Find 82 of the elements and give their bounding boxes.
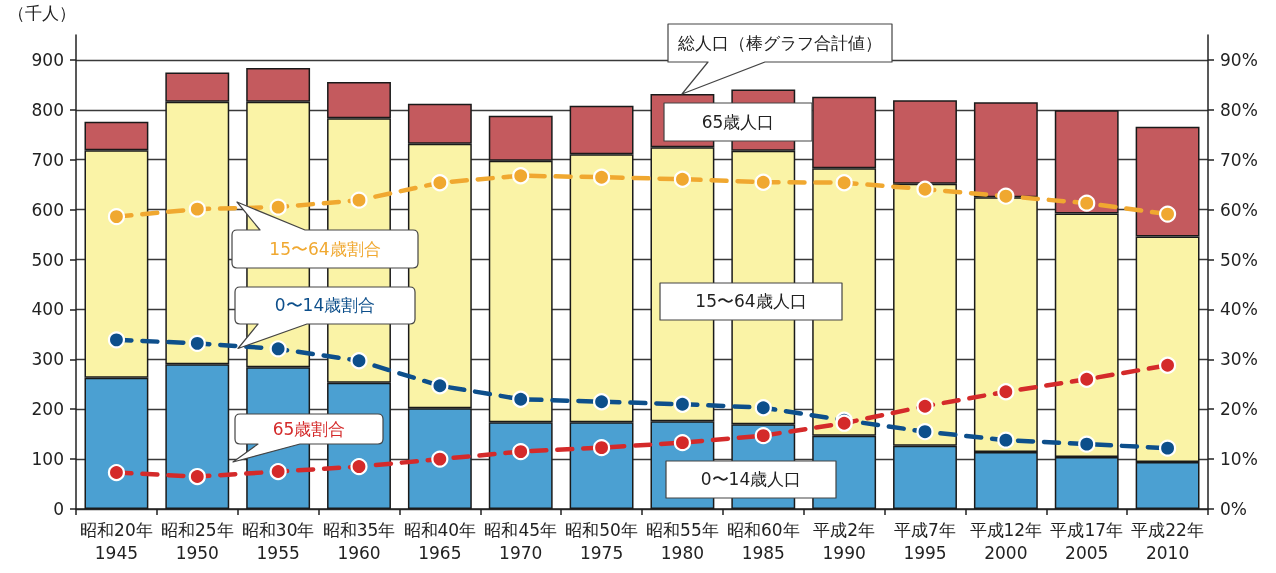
x-tick-label: 昭和30年 1955 xyxy=(241,519,315,563)
point xyxy=(1078,194,1096,212)
x-tick-label: 昭和50年 1975 xyxy=(565,519,638,563)
annotation: 総人口（棒グラフ合計値） xyxy=(678,32,883,53)
point xyxy=(592,439,611,457)
x-tick-label: 昭和60年 1985 xyxy=(726,519,800,563)
point xyxy=(431,377,449,395)
point xyxy=(431,174,449,192)
y-tick-label: 400 xyxy=(31,299,64,320)
point xyxy=(592,393,611,411)
point xyxy=(754,427,772,445)
x-tick-label: 平成17年 2005 xyxy=(1050,519,1124,563)
series-label: 65歳人口 xyxy=(701,112,775,132)
y-tick-label: 300 xyxy=(31,349,64,370)
y2-tick-label: 10% xyxy=(1220,449,1258,470)
point xyxy=(997,187,1015,205)
y-tick-label: 0 xyxy=(53,499,64,519)
x-tick-label: 昭和20年 1945 xyxy=(80,519,153,563)
series-label: 15〜64歳人口 xyxy=(695,291,807,311)
x-tick-label: 平成22年 2010 xyxy=(1131,519,1204,563)
point xyxy=(269,198,287,216)
y2-tick-label: 20% xyxy=(1220,399,1258,420)
y2-tick-label: 70% xyxy=(1220,149,1258,170)
point xyxy=(269,340,287,358)
point xyxy=(673,395,692,413)
point xyxy=(107,463,126,482)
point xyxy=(188,334,206,352)
y-tick-label: 700 xyxy=(31,149,64,170)
point xyxy=(754,399,772,417)
x-tick-label: 昭和40年 1965 xyxy=(403,519,477,563)
y2-tick-label: 80% xyxy=(1220,99,1258,120)
y2-tick-label: 30% xyxy=(1220,349,1258,370)
point xyxy=(1158,205,1177,223)
point xyxy=(997,383,1015,401)
y2-tick-label: 0% xyxy=(1220,499,1247,519)
point xyxy=(835,174,853,192)
y2-tick-label: 60% xyxy=(1220,199,1258,220)
y2-tick-label: 90% xyxy=(1220,49,1258,70)
x-tick-label: 平成12年 2000 xyxy=(969,519,1043,563)
x-tick-label: 昭和25年 1950 xyxy=(160,519,234,563)
y2-tick-label: 40% xyxy=(1220,299,1258,320)
y-tick-label: 800 xyxy=(31,99,64,120)
point xyxy=(107,331,126,349)
point xyxy=(1158,439,1177,457)
y-tick-label: 600 xyxy=(31,199,64,220)
y-tick-label: 100 xyxy=(31,449,64,470)
series-label: 15〜64歳割合 xyxy=(269,239,381,259)
y-axis-title: （千人） xyxy=(8,2,76,23)
y2-tick-label: 50% xyxy=(1220,249,1258,270)
y-tick-label: 500 xyxy=(31,249,64,270)
x-tick-label: 昭和35年 1960 xyxy=(322,519,396,563)
point xyxy=(916,397,934,415)
x-tick-label: 平成2年 1990 xyxy=(813,519,876,563)
series-label: 0〜14歳人口 xyxy=(700,469,802,489)
point xyxy=(754,173,772,191)
point xyxy=(673,434,692,452)
point xyxy=(269,462,287,481)
point xyxy=(1078,370,1096,388)
point xyxy=(673,170,692,188)
point xyxy=(431,450,449,468)
point xyxy=(1158,356,1177,374)
point xyxy=(512,167,530,185)
point xyxy=(916,423,934,441)
point xyxy=(350,191,368,209)
series-label: 0〜14歳割合 xyxy=(274,295,376,315)
point xyxy=(107,208,126,226)
point xyxy=(188,200,206,218)
series-label: 65歳割合 xyxy=(272,419,346,439)
point xyxy=(592,168,611,186)
point xyxy=(350,352,368,370)
y-tick-label: 200 xyxy=(31,399,64,420)
point xyxy=(997,431,1015,449)
point xyxy=(512,443,530,461)
point xyxy=(916,180,934,198)
point xyxy=(350,457,368,476)
y-tick-label: 900 xyxy=(31,49,64,70)
point xyxy=(188,467,206,486)
x-tick-label: 平成7年 1995 xyxy=(894,519,956,563)
x-tick-label: 昭和55年 1980 xyxy=(646,519,719,563)
x-tick-label: 昭和45年 1970 xyxy=(484,519,558,563)
point xyxy=(1078,435,1096,453)
point xyxy=(512,390,530,408)
